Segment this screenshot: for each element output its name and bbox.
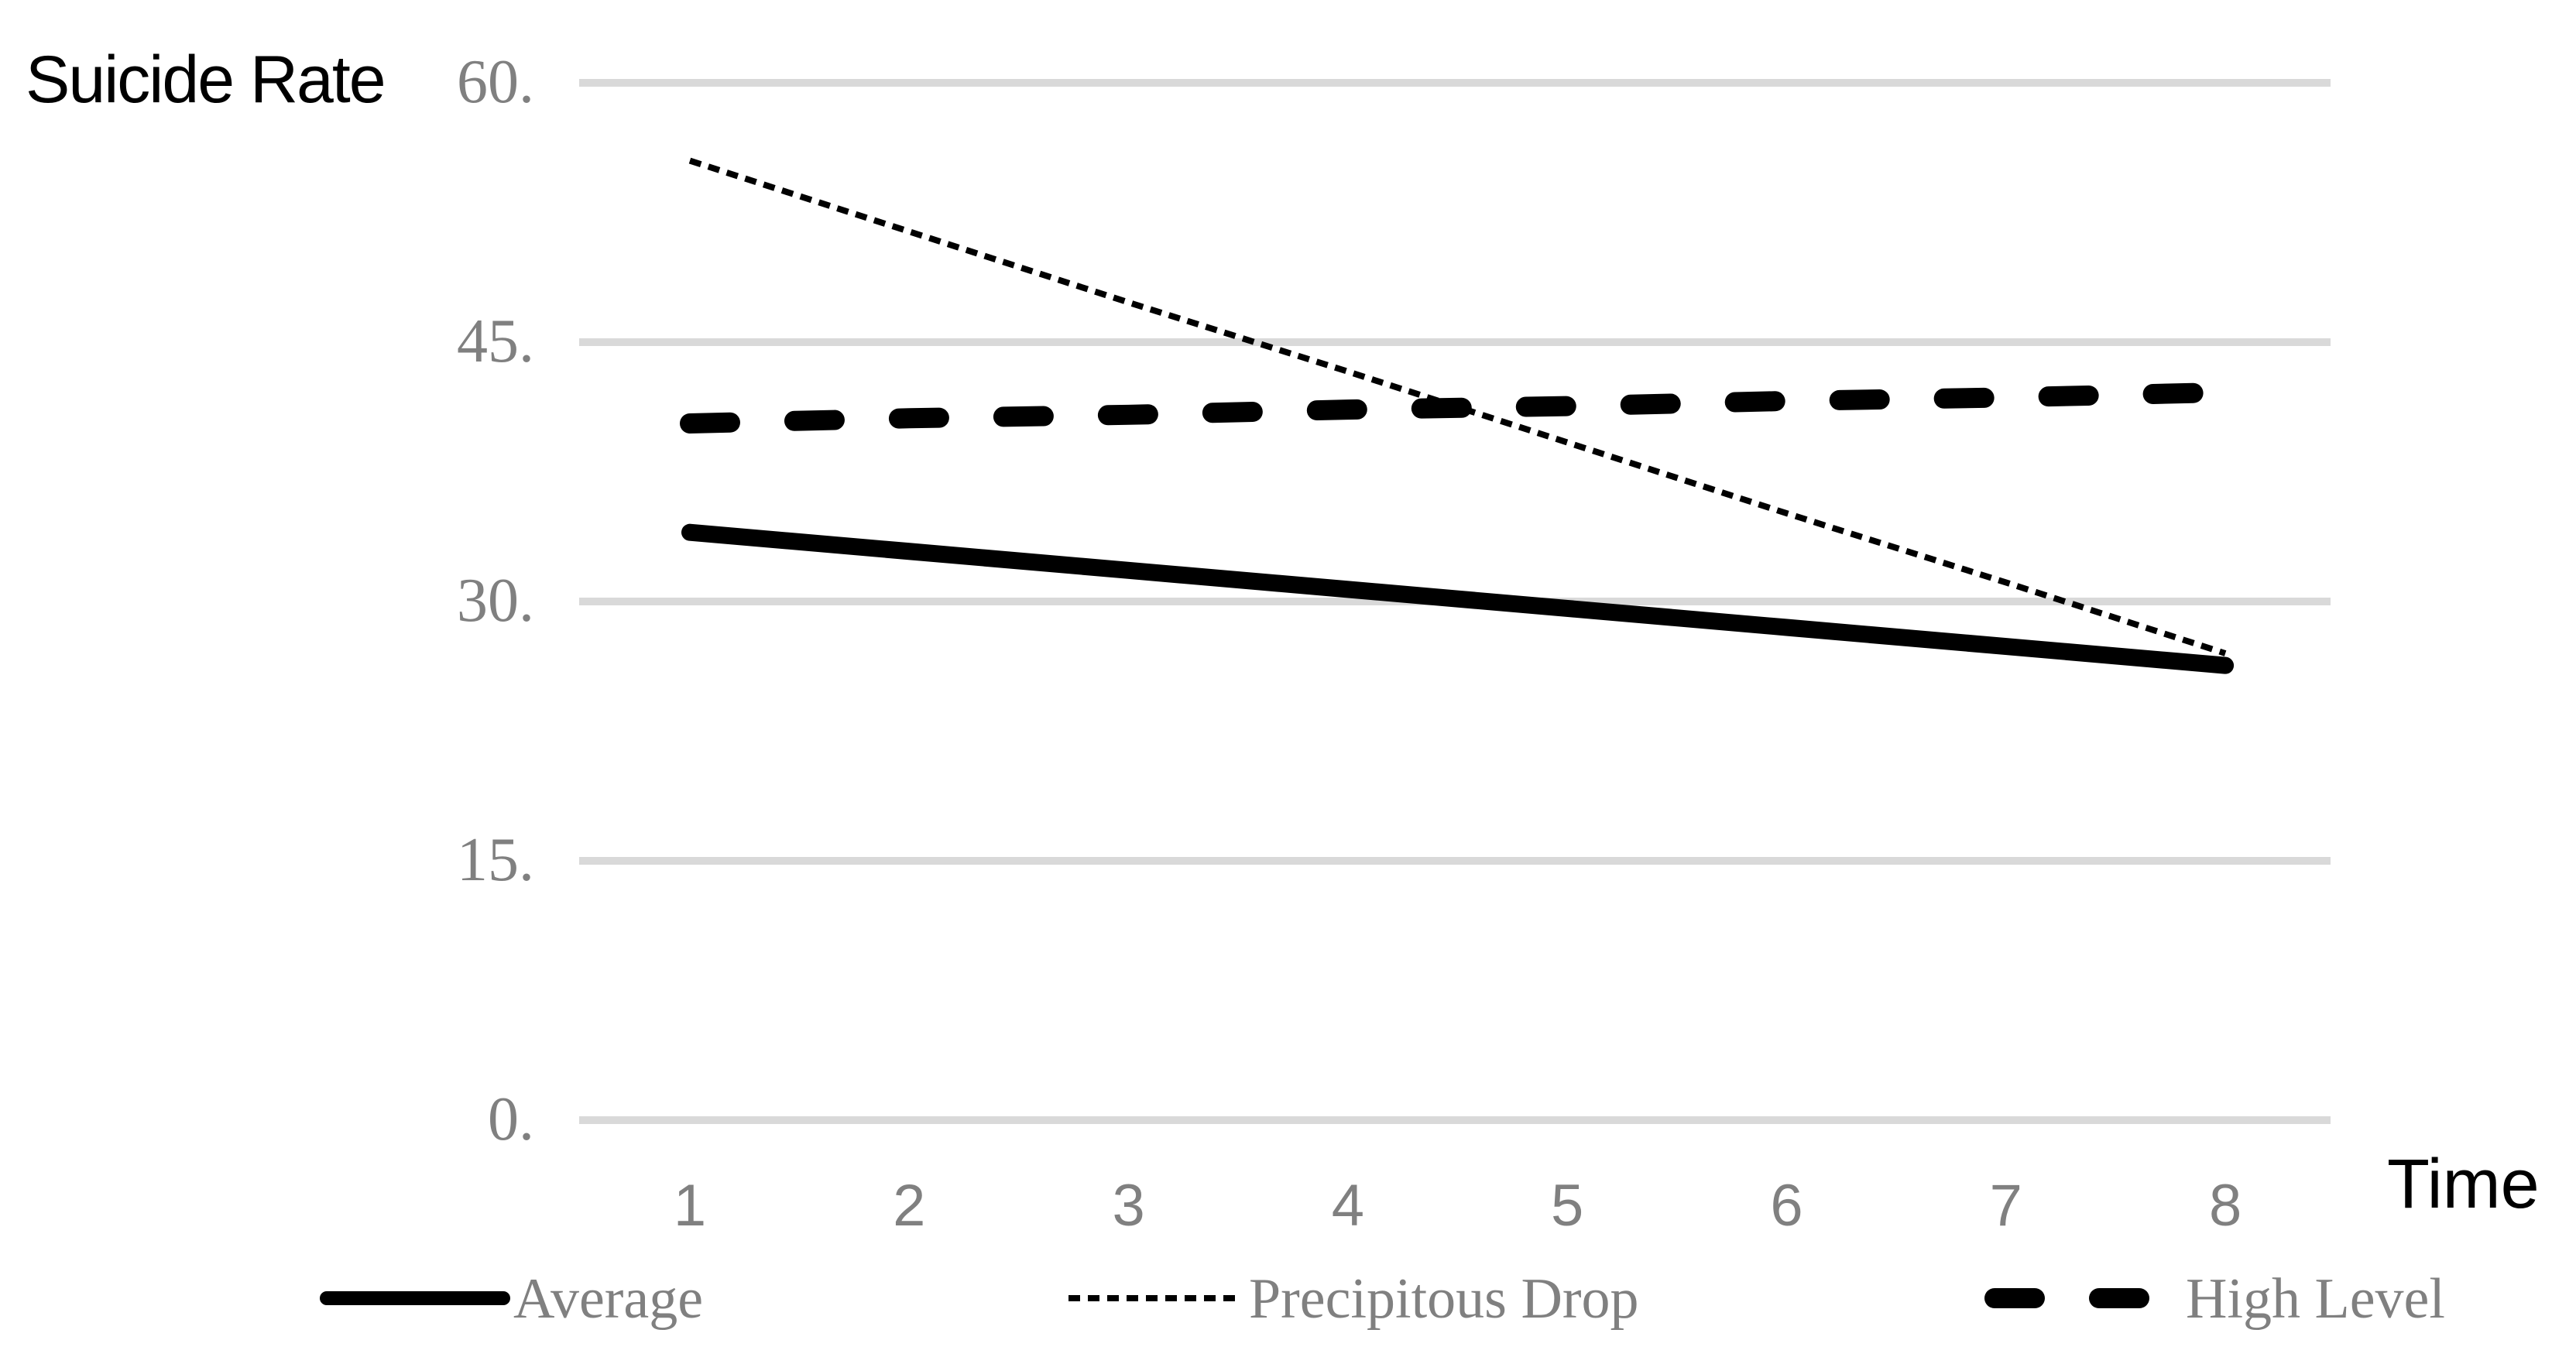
y-tick-label: 30. [457, 567, 534, 635]
y-tick-label: 15. [457, 826, 534, 894]
series-line-average [681, 523, 2235, 674]
legend-label-precipitous-drop: Precipitous Drop [1249, 1267, 1639, 1331]
legend-label-average: Average [513, 1267, 703, 1331]
y-axis-title: Suicide Rate [26, 43, 385, 117]
legend-item-high-level: High Level [1984, 1267, 2445, 1331]
legend-item-average: Average [320, 1267, 703, 1331]
x-tick-label: 4 [1332, 1173, 1364, 1239]
legend: Average Precipitous Drop High Level [320, 1267, 2445, 1331]
y-tick-label: 0. [488, 1085, 534, 1153]
y-axis-tick-labels: 60. 45. 30. 15. 0. [457, 48, 534, 1153]
x-tick-label: 5 [1551, 1173, 1583, 1239]
x-tick-label: 1 [674, 1173, 706, 1239]
y-tick-label: 60. [457, 48, 534, 116]
series-line-precipitous-drop [688, 157, 2227, 656]
x-axis-tick-labels: 1 2 3 4 5 6 7 8 [674, 1173, 2242, 1239]
series-line-high-level [680, 382, 2236, 434]
x-tick-label: 3 [1112, 1173, 1144, 1239]
legend-label-high-level: High Level [2186, 1267, 2445, 1331]
plot-series-lines [680, 157, 2236, 674]
x-tick-label: 8 [2209, 1173, 2242, 1239]
x-axis-title: Time [2387, 1146, 2540, 1223]
x-tick-label: 6 [1770, 1173, 1803, 1239]
y-tick-label: 45. [457, 307, 534, 375]
x-tick-label: 2 [893, 1173, 925, 1239]
x-tick-label: 7 [1990, 1173, 2022, 1239]
legend-item-precipitous-drop: Precipitous Drop [1068, 1267, 1639, 1331]
